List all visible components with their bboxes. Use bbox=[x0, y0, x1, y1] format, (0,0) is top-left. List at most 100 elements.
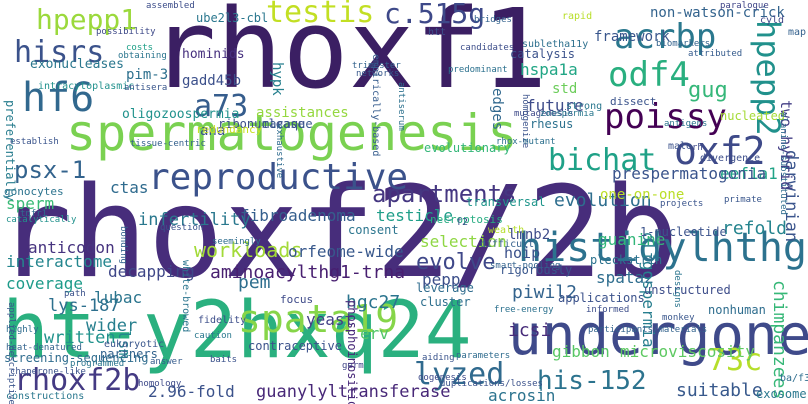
cloud-word-one-on-one: one-on-one bbox=[600, 187, 685, 203]
cloud-word-spata19: spata19 bbox=[238, 297, 399, 341]
cloud-word-dissect: dissect bbox=[610, 95, 657, 108]
cloud-word-spata2: spata2 bbox=[596, 268, 654, 287]
cloud-word-non-watson-crick: non-watson-crick bbox=[650, 5, 785, 21]
cloud-word-evolution: evolution bbox=[554, 190, 652, 211]
cloud-word-exhaustive: exhaustive bbox=[274, 124, 284, 179]
cloud-word-cyld: cyld bbox=[760, 15, 785, 26]
cloud-word-rhoxf1: rhoxf1 bbox=[150, 0, 548, 113]
cloud-word-his-152: his-152 bbox=[537, 366, 647, 396]
cloud-word-zoospermia: zoospermia bbox=[540, 109, 595, 119]
cloud-word-informed: informed bbox=[586, 305, 630, 315]
cloud-word-white-browed: white-browed bbox=[180, 260, 191, 333]
cloud-word-written: written bbox=[44, 328, 116, 348]
cloud-word-gadd45b: gadd45b bbox=[182, 73, 242, 89]
cloud-word-hominids: hominids bbox=[182, 47, 245, 62]
cloud-word-spermatogenesis: spermatogenesis bbox=[66, 104, 518, 162]
cloud-word-a73: a73 bbox=[194, 89, 249, 124]
cloud-word-screening-sequencing: screening-sequencing bbox=[4, 351, 149, 365]
cloud-word-c-515g: c.515g bbox=[384, 0, 486, 30]
cloud-word-trimester: trimester bbox=[352, 61, 401, 71]
cloud-word-strong: strong bbox=[566, 101, 603, 112]
cloud-word-highly: highly bbox=[6, 325, 39, 335]
cloud-word-caution: caution bbox=[194, 331, 232, 341]
cloud-word-male: male bbox=[668, 141, 693, 152]
cloud-word-nucleated: nucleated bbox=[720, 109, 786, 123]
cloud-word-projects: projects bbox=[660, 199, 704, 209]
cloud-word-attributed: attributed bbox=[688, 49, 743, 59]
cloud-word-transversal: transversal bbox=[466, 195, 546, 209]
cloud-word-intracytoplasmic: intracytoplasmic bbox=[38, 81, 135, 92]
cloud-word-participants-materials: participants/materials bbox=[588, 325, 708, 335]
cloud-word-prespermatogonia: prespermatogonia bbox=[612, 164, 767, 183]
cloud-word-necroptosis: necroptosis bbox=[430, 213, 503, 226]
cloud-word-hypk: hypk bbox=[269, 62, 285, 96]
cloud-word-consent: consent bbox=[348, 223, 399, 237]
cloud-word-duplications-losses: duplications/losses bbox=[440, 379, 543, 389]
cloud-word-undergone: undergone bbox=[508, 303, 808, 368]
cloud-word-hoip: hoip bbox=[504, 244, 541, 262]
cloud-word-f2: f2 bbox=[456, 217, 469, 228]
cloud-word-assembled: assembled bbox=[146, 1, 195, 11]
cloud-word-aiding: aiding bbox=[422, 353, 455, 363]
cloud-word-testicle: testicle bbox=[376, 206, 454, 225]
cloud-word-pim-3: pim-3 bbox=[126, 67, 169, 83]
cloud-word-acrosin: acrosin bbox=[488, 386, 556, 404]
cloud-word-constructions: constructions bbox=[6, 391, 85, 402]
cloud-word-monkey: monkey bbox=[662, 313, 695, 323]
cloud-word-sperm: sperm bbox=[6, 194, 55, 213]
cloud-word-antisera: antisera bbox=[124, 83, 168, 93]
cloud-word-ube2l3-cbl: ube2l3-cbl bbox=[196, 11, 269, 25]
cloud-word-alanine-substituted: alanine-substituted bbox=[778, 112, 788, 215]
cloud-word-oxf2: oxf2 bbox=[674, 129, 766, 173]
cloud-word-smart-pooling: smart-pooling bbox=[490, 261, 561, 271]
cloud-word-yeast: yeast bbox=[306, 310, 355, 329]
cloud-word-interactome: interactome bbox=[6, 252, 112, 271]
cloud-word-applied-descriptive: applied-descriptive bbox=[6, 302, 16, 404]
cloud-word-mutagenesis: mutagenesis bbox=[514, 109, 574, 119]
cloud-word-homology: homology bbox=[138, 379, 182, 389]
cloud-word-answer: answer bbox=[150, 357, 183, 367]
cloud-word-selection: selection bbox=[420, 232, 507, 251]
cloud-word-rhox-mutant: rhox-mutant bbox=[496, 137, 556, 147]
cloud-word-divergence: divergence bbox=[700, 153, 761, 164]
cloud-word-map: map bbox=[788, 27, 807, 38]
cloud-word-acrbp: acrbp bbox=[614, 17, 717, 57]
cloud-word-erv: erv bbox=[360, 324, 389, 343]
cloud-word-2-96-fold: 2.96-fold bbox=[148, 382, 235, 401]
cloud-word-subletha11y: subletha11y bbox=[522, 39, 589, 50]
cloud-word-piwil2: piwil2 bbox=[512, 282, 578, 303]
cloud-word-refold: refold bbox=[722, 218, 788, 239]
cloud-word-ana: ana bbox=[200, 123, 226, 139]
cloud-word-rhoxf2b: rhoxf2b bbox=[14, 363, 141, 398]
cloud-word-bonding: bonding bbox=[118, 226, 128, 264]
cloud-word-odf4: odf4 bbox=[608, 55, 690, 95]
cloud-word-macaque: macaque bbox=[262, 117, 313, 131]
cloud-word-htt: htt bbox=[428, 27, 447, 38]
cloud-word-germ: germ bbox=[342, 361, 364, 371]
cloud-word-empirically-based: empirically-based bbox=[370, 54, 381, 157]
cloud-word-lmnb2: lmnb2 bbox=[508, 227, 551, 243]
cloud-word-hpepp1: hpepp1 bbox=[36, 3, 138, 36]
cloud-word-wealth: wealth bbox=[488, 225, 525, 236]
cloud-word-orfeome-wide: orfeome-wide bbox=[288, 242, 404, 261]
cloud-word-eukaryotic: eukaryotic bbox=[104, 339, 165, 350]
cloud-word-predominant: predominant bbox=[448, 65, 508, 75]
cloud-word-leverage: leverage bbox=[416, 281, 474, 295]
cloud-word-wider: wider bbox=[86, 316, 138, 336]
cloud-word-rhesus: rhesus bbox=[530, 117, 574, 131]
cloud-word-gibbon: gibbon bbox=[552, 342, 610, 361]
cloud-word-psx-1: psx-1 bbox=[14, 156, 87, 184]
cloud-word-programmed: programmed bbox=[70, 359, 125, 369]
cloud-word-pepp: pepp bbox=[422, 270, 461, 289]
cloud-word-anticodon: anticodon bbox=[28, 238, 115, 257]
cloud-word-eef1a1: eef1a1 bbox=[720, 164, 778, 183]
cloud-word-designs: designs bbox=[672, 270, 682, 308]
cloud-word-redundancy: redundancy bbox=[196, 123, 263, 136]
cloud-word-lyzed: lyzed bbox=[414, 357, 505, 392]
cloud-word-edges: edges bbox=[489, 88, 505, 131]
cloud-word-hf6: hf6 bbox=[22, 75, 95, 121]
cloud-word-obtaining: obtaining bbox=[118, 51, 167, 61]
cloud-word-exonucleases: exonucleases bbox=[30, 57, 124, 72]
cloud-word-poissy: poissy bbox=[604, 97, 727, 137]
cloud-word-heat-denatured: heat-denatured bbox=[6, 343, 82, 353]
